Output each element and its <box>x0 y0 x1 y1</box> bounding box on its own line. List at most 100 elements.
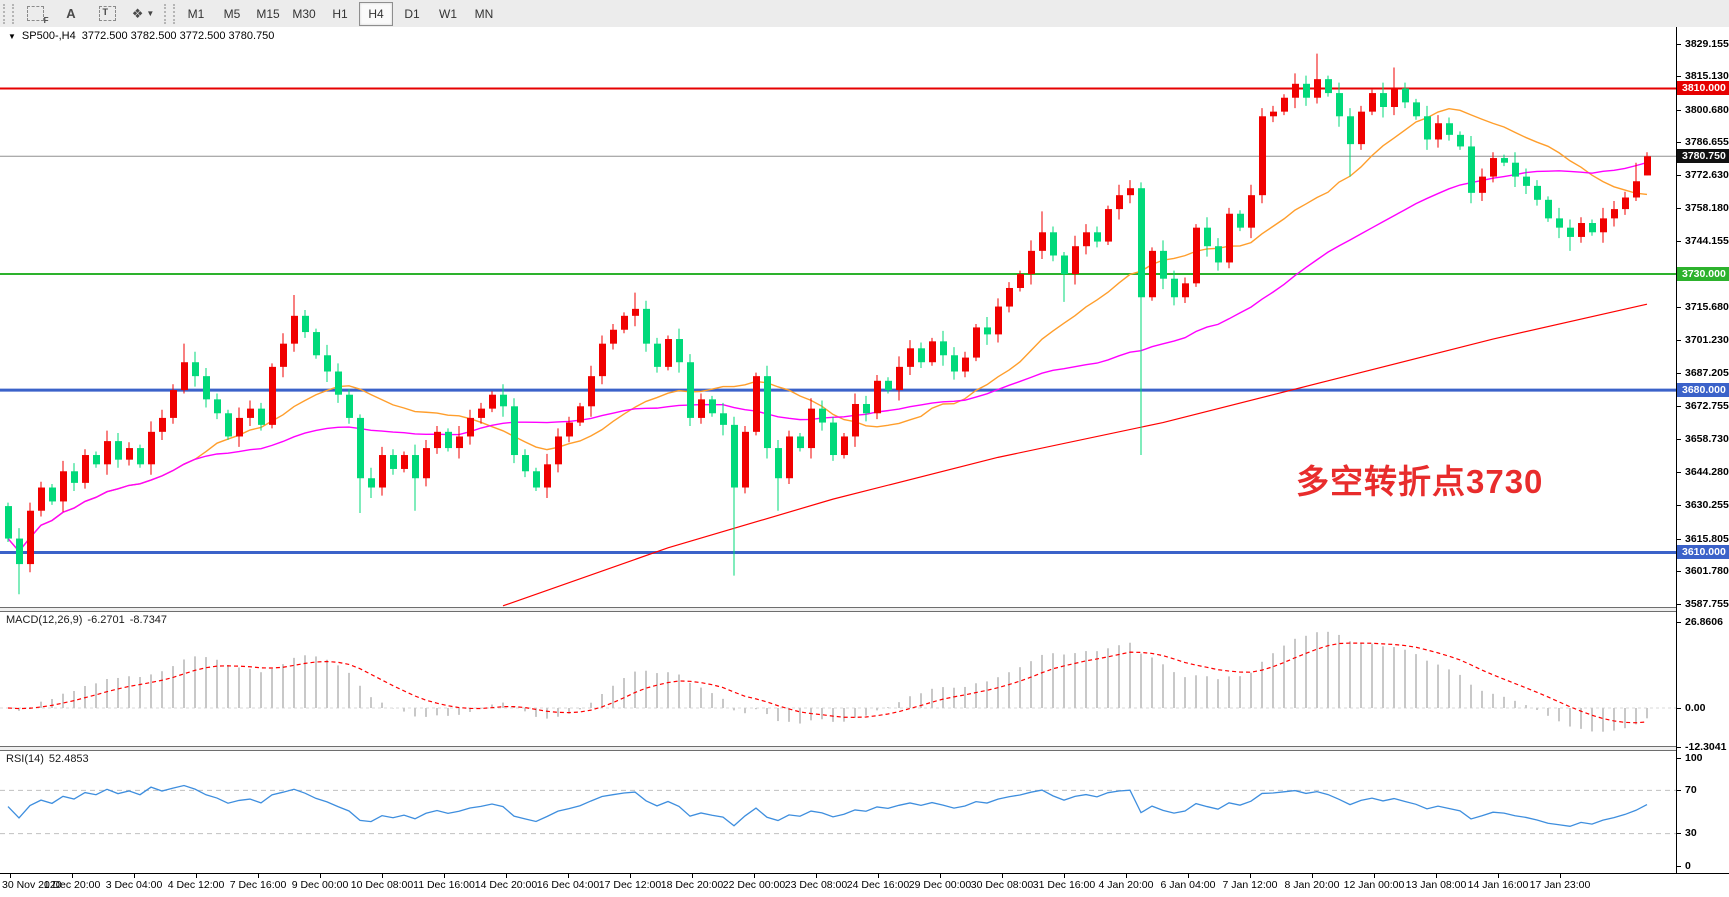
time-axis-label: 9 Dec 00:00 <box>291 879 349 891</box>
time-axis-tick <box>320 874 321 878</box>
macd-indicator-panel[interactable]: MACD(12,26,9) -6.2701 -8.7347 <box>0 612 1676 746</box>
time-axis-tick <box>1374 874 1375 878</box>
time-axis-label: 17 Dec 12:00 <box>598 879 662 891</box>
time-axis-label: 24 Dec 16:00 <box>846 879 910 891</box>
price-axis-label: 3758.180 <box>1685 202 1729 214</box>
price-axis-label: 3687.205 <box>1685 367 1729 379</box>
timeframe-button-m15[interactable]: M15 <box>256 6 280 21</box>
time-axis-tick <box>382 874 383 878</box>
timeframe-button-m5[interactable]: M5 <box>223 6 241 21</box>
price-axis-tick <box>1677 833 1681 834</box>
time-axis-tick <box>72 874 73 878</box>
text-box-tool-button[interactable]: T <box>90 2 124 26</box>
price-axis-label: 3701.230 <box>1685 334 1729 346</box>
time-axis-tick <box>1436 874 1437 878</box>
price-axis-tick <box>1677 142 1681 143</box>
price-axis-tick <box>1677 747 1681 748</box>
text-label-tool-button[interactable]: A <box>54 2 88 26</box>
time-axis-label: 23 Dec 08:00 <box>784 879 848 891</box>
arrows-tool-button[interactable]: ❖ ▼ <box>126 2 160 26</box>
price-axis-tick <box>1677 406 1681 407</box>
price-axis-tick <box>1677 622 1681 623</box>
time-axis-tick <box>1002 874 1003 878</box>
time-axis-label: 30 Dec 08:00 <box>970 879 1034 891</box>
price-level-badge: 3610.000 <box>1677 545 1729 559</box>
price-axis-label: 3815.130 <box>1685 70 1729 82</box>
price-axis-label: 3744.155 <box>1685 235 1729 247</box>
time-axis-tick <box>1250 874 1251 878</box>
time-axis-tick <box>1312 874 1313 878</box>
panel-divider[interactable] <box>0 607 1729 612</box>
price-axis-tick <box>1677 708 1681 709</box>
timeframe-button-m1[interactable]: M1 <box>187 6 205 21</box>
time-axis-label: 17 Jan 23:00 <box>1529 879 1591 891</box>
timeframe-button-w1[interactable]: W1 <box>439 6 457 21</box>
toolbar-grip[interactable] <box>164 3 175 24</box>
toolbar-grip[interactable] <box>3 3 14 24</box>
time-axis-label: 14 Dec 20:00 <box>474 879 538 891</box>
time-axis-label: 14 Jan 16:00 <box>1467 879 1529 891</box>
time-axis-tick <box>134 874 135 878</box>
fibonacci-icon: F <box>26 6 49 25</box>
time-axis[interactable]: 30 Nov 2020 1 Dec 20:00 3 Dec 04:00 4 Dec 1… <box>0 873 1729 897</box>
time-axis-label: 11 Dec 16:00 <box>413 879 475 891</box>
timeframe-button-mn[interactable]: MN <box>474 6 494 21</box>
timeframe-button-m30[interactable]: M30 <box>292 6 316 21</box>
price-axis[interactable]: 3829.155 3815.130 3800.680 3786.655 3772.630… <box>1677 27 1729 873</box>
fibonacci-tool-button[interactable]: F <box>18 2 52 26</box>
panel-divider[interactable] <box>0 746 1729 751</box>
chart-annotation-text: 多空转折点3730 <box>1296 463 1544 500</box>
price-axis-label: 3587.755 <box>1685 598 1729 610</box>
price-axis-label: 3601.780 <box>1685 565 1729 577</box>
time-axis-label: 18 Dec 20:00 <box>660 879 724 891</box>
time-axis-label: 22 Dec 00:00 <box>722 879 786 891</box>
price-axis-label: 3672.755 <box>1685 400 1729 412</box>
price-axis-tick <box>1677 790 1681 791</box>
arrows-icon: ❖ <box>131 5 144 21</box>
timeframe-button-d1[interactable]: D1 <box>404 6 420 21</box>
price-axis-tick <box>1677 472 1681 473</box>
macd-label: MACD(12,26,9) -6.2701 -8.7347 <box>6 614 168 626</box>
candlestick-chart[interactable] <box>0 27 1676 607</box>
rsi-indicator-panel[interactable]: RSI(14) 52.4853 <box>0 751 1676 873</box>
price-axis-tick <box>1677 241 1681 242</box>
axis-border <box>1676 27 1677 873</box>
chart-ohlc-values: 3772.500 3782.500 3772.500 3780.750 <box>81 30 275 42</box>
price-level-badge: 3730.000 <box>1677 267 1729 281</box>
price-chart-panel[interactable]: ▼ SP500-,H4 3772.500 3782.500 3772.500 3… <box>0 27 1676 607</box>
time-axis-label: 12 Jan 00:00 <box>1343 879 1405 891</box>
price-axis-label: 3615.805 <box>1685 533 1729 545</box>
price-axis-tick <box>1677 439 1681 440</box>
time-axis-label: 10 Dec 08:00 <box>350 879 414 891</box>
time-axis-tick <box>1560 874 1561 878</box>
time-axis-tick <box>630 874 631 878</box>
price-axis-tick <box>1677 110 1681 111</box>
macd-plot <box>0 631 1676 732</box>
time-axis-label: 7 Dec 16:00 <box>229 879 287 891</box>
price-axis-tick <box>1677 866 1681 867</box>
timeframe-button-h4[interactable]: H4 <box>359 1 393 26</box>
price-axis-label: 3800.680 <box>1685 104 1729 116</box>
time-axis-label: 6 Jan 04:00 <box>1160 879 1216 891</box>
price-axis-tick <box>1677 44 1681 45</box>
price-axis-label: 3829.155 <box>1685 38 1729 50</box>
time-axis-tick <box>940 874 941 878</box>
time-axis-tick <box>568 874 569 878</box>
price-axis-tick <box>1677 758 1681 759</box>
price-axis-label: 0 <box>1685 860 1691 872</box>
price-axis-label: 3658.730 <box>1685 433 1729 445</box>
chevron-down-icon: ▼ <box>146 9 155 18</box>
price-axis-label: 0.00 <box>1685 702 1706 714</box>
price-axis-tick <box>1677 340 1681 341</box>
price-axis-label: 3786.655 <box>1685 136 1729 148</box>
price-level-badge: 3810.000 <box>1677 81 1729 95</box>
collapse-triangle-icon: ▼ <box>8 31 16 41</box>
time-axis-label: 1 Dec 20:00 <box>43 879 101 891</box>
time-axis-tick <box>444 874 445 878</box>
price-axis-tick <box>1677 307 1681 308</box>
text-label-icon: A <box>66 6 76 21</box>
timeframe-button-h1[interactable]: H1 <box>332 6 348 21</box>
time-axis-tick <box>878 874 879 878</box>
time-axis-label: 8 Jan 20:00 <box>1284 879 1340 891</box>
